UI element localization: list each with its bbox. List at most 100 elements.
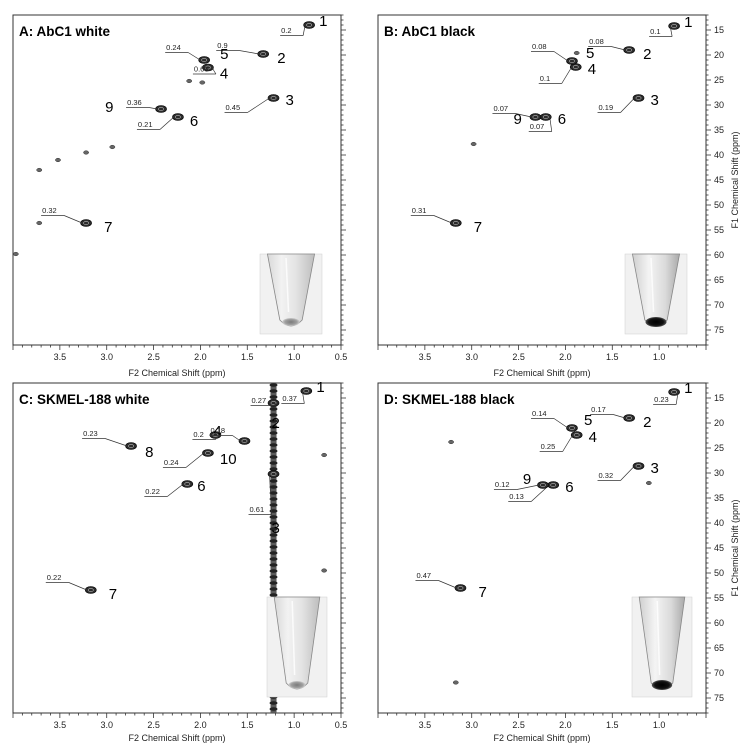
peak-marker — [198, 56, 210, 64]
integration-value: 0.07 — [493, 104, 508, 113]
peak: 9 0.36 — [105, 98, 167, 116]
peak-marker — [566, 424, 578, 432]
peak: 20.9 — [216, 41, 286, 67]
x-tick-label: 3.0 — [100, 352, 113, 362]
peak: 70.47 — [415, 571, 487, 601]
peak-number: 1 — [684, 380, 692, 397]
minor-peak — [470, 141, 477, 147]
peak-number: 1 — [684, 14, 692, 31]
peak-number: 3 — [272, 520, 280, 537]
peak-number: 4 — [213, 423, 221, 440]
integration-bracket — [192, 67, 217, 75]
integration-value: 0.1 — [650, 27, 660, 36]
integration-value: 0.14 — [532, 409, 547, 418]
x-tick-label: 3.5 — [419, 720, 432, 730]
peak-number: 6 — [565, 479, 573, 496]
peak-marker — [300, 387, 313, 395]
y-tick-label: 60 — [714, 250, 724, 260]
integration-value: 0.13 — [509, 492, 524, 501]
peak-marker — [529, 113, 542, 121]
y-tick-label: 30 — [714, 100, 724, 110]
x-tick-label: 2.0 — [559, 720, 572, 730]
integration-value: 0.37 — [282, 394, 297, 403]
y-tick-label: 15 — [714, 393, 724, 403]
peak-marker — [257, 50, 270, 58]
peak-marker — [623, 46, 635, 54]
peak: 10.23 — [653, 380, 692, 405]
y-tick-label: 60 — [714, 618, 724, 628]
minor-peak — [452, 680, 459, 685]
x-axis-label: F2 Chemical Shift (ppm) — [128, 368, 225, 378]
integration-value: 0.23 — [83, 429, 98, 438]
peak: 40.2 — [192, 423, 222, 440]
panel-title: B: AbC1 black — [384, 24, 476, 39]
peak-marker — [632, 462, 645, 470]
integration-bracket — [250, 402, 278, 406]
peak-number: 2 — [643, 46, 651, 63]
integration-bracket — [162, 452, 205, 468]
y-tick-label: 45 — [714, 175, 724, 185]
panel-title: A: AbC1 white — [19, 24, 110, 39]
minor-peak — [36, 167, 43, 173]
x-tick-label: 1.0 — [653, 720, 666, 730]
integration-value: 0.08 — [589, 37, 604, 46]
y-tick-label: 65 — [714, 643, 724, 653]
y-tick-label: 15 — [714, 25, 724, 35]
integration-bracket — [528, 116, 553, 132]
x-tick-label: 0.5 — [335, 352, 348, 362]
integration-value: 0.1 — [540, 74, 550, 83]
panel-title: C: SKMEL-188 white — [19, 392, 150, 407]
x-tick-label: 0.5 — [335, 720, 348, 730]
integration-value: 0.08 — [532, 42, 547, 51]
integration-value: 0.17 — [591, 405, 606, 414]
peak: 60.22 — [144, 478, 206, 497]
integration-bracket — [209, 435, 241, 442]
integration-value: 0.2 — [193, 430, 203, 439]
peak-number: 7 — [478, 584, 486, 601]
peak-marker — [125, 442, 137, 450]
sample-tube-photo — [624, 253, 688, 335]
integration-value: 0.2 — [281, 26, 291, 35]
peak-marker — [632, 94, 645, 102]
integration-value: 0.24 — [166, 43, 181, 52]
x-tick-label: 1.5 — [606, 352, 619, 362]
peak: 50.14 — [530, 409, 592, 432]
peak-number: 1 — [316, 379, 324, 396]
peak: 70.32 — [41, 206, 112, 236]
y-tick-label: 75 — [714, 325, 724, 335]
x-tick-label: 2.0 — [559, 352, 572, 362]
peak-number: 7 — [109, 586, 117, 603]
minor-peak — [645, 480, 652, 486]
peak-marker — [303, 21, 315, 29]
peak-marker — [238, 437, 251, 445]
y-tick-label: 75 — [714, 693, 724, 703]
minor-peak — [448, 439, 454, 445]
integration-bracket — [82, 438, 128, 447]
peak: 20.27 — [250, 396, 280, 432]
integration-bracket — [281, 390, 305, 404]
integration-value: 0.47 — [416, 571, 431, 580]
peak: 70.22 — [45, 573, 117, 603]
peak: 40.63 — [192, 63, 228, 83]
integration-value: 0.32 — [599, 471, 614, 480]
y-tick-label: 25 — [714, 443, 724, 453]
peak-marker — [155, 105, 167, 113]
integration-bracket — [530, 51, 569, 62]
peak-number: 10 — [220, 451, 237, 468]
panel-c: C: SKMEL-188 white 3.5 3.0 2.5 2.0 1.5 1.0 0.5… — [12, 379, 348, 743]
peak-number: 9 — [105, 99, 113, 116]
peak-number: 6 — [190, 113, 198, 130]
x-tick-label: 3.5 — [419, 352, 432, 362]
integration-value: 0.36 — [127, 98, 142, 107]
peak-marker — [454, 584, 467, 592]
minor-peak — [36, 220, 43, 226]
panel-title: D: SKMEL-188 black — [384, 392, 515, 407]
integration-bracket — [224, 97, 270, 113]
y-tick-label: 50 — [714, 568, 724, 578]
peak-number: 9 — [513, 111, 521, 128]
integration-bracket — [41, 215, 83, 224]
y-tick-label: 50 — [714, 200, 724, 210]
x-tick-label: 1.5 — [606, 720, 619, 730]
sample-tube-photo — [266, 596, 328, 698]
